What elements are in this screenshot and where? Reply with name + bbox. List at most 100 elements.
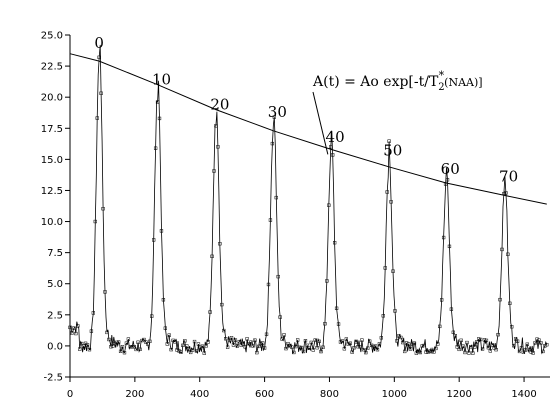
data-point xyxy=(354,340,358,344)
data-point xyxy=(371,344,376,349)
y-tick-label: 0.0 xyxy=(47,341,63,352)
data-point xyxy=(167,333,171,337)
x-tick-label: 1200 xyxy=(446,389,471,400)
data-point xyxy=(243,345,247,349)
data-point xyxy=(165,342,169,346)
data-point xyxy=(348,341,352,345)
data-point xyxy=(510,325,514,329)
data-point xyxy=(111,344,115,348)
data-point xyxy=(196,342,201,346)
data-point xyxy=(457,347,461,352)
y-tick-label: 5.0 xyxy=(47,279,63,290)
data-point xyxy=(190,348,195,352)
data-point xyxy=(498,297,502,302)
data-point xyxy=(313,338,317,342)
data-point xyxy=(445,178,450,182)
data-point xyxy=(87,347,92,352)
data-point xyxy=(249,340,253,344)
data-point xyxy=(266,282,271,287)
data-point xyxy=(224,337,228,341)
y-tick-label: 10.0 xyxy=(41,217,63,228)
x-tick-label: 0 xyxy=(67,389,73,400)
y-tick-label: 17.5 xyxy=(41,124,63,135)
data-point xyxy=(404,341,409,345)
data-point xyxy=(89,329,94,333)
data-point xyxy=(222,328,226,333)
data-point xyxy=(393,309,397,313)
x-tick-label: 1400 xyxy=(511,389,536,400)
y-ticks: -2.5 0.0 2.5 5.0 7.5 10.0 12.5 15.0 17.5 20.0 22.5… xyxy=(41,31,70,384)
data-point xyxy=(235,344,240,348)
data-point xyxy=(225,345,230,349)
data-point xyxy=(179,350,183,354)
peak-label: 10 xyxy=(152,71,171,89)
data-point xyxy=(428,349,432,353)
data-point xyxy=(426,350,430,354)
data-point xyxy=(270,141,275,146)
x-tick-label: 800 xyxy=(320,389,339,400)
data-point xyxy=(443,182,448,186)
data-point xyxy=(173,340,177,344)
data-point xyxy=(490,343,494,347)
data-point xyxy=(175,348,179,352)
data-point xyxy=(183,339,187,343)
data-point xyxy=(492,346,496,350)
data-point xyxy=(231,343,236,347)
data-point xyxy=(105,330,109,335)
data-point xyxy=(440,298,444,302)
data-point xyxy=(517,349,522,354)
data-point xyxy=(476,337,481,341)
y-tick-label: 25.0 xyxy=(41,31,63,42)
data-point xyxy=(103,290,107,294)
data-point xyxy=(144,340,148,344)
peak-label: 30 xyxy=(268,103,287,121)
peak-label: 50 xyxy=(383,142,402,160)
data-point xyxy=(513,337,518,341)
data-point xyxy=(130,345,134,349)
data-point xyxy=(126,337,131,341)
y-tick-label: 22.5 xyxy=(41,62,63,73)
data-point xyxy=(296,338,300,342)
data-point xyxy=(321,345,325,349)
data-point xyxy=(91,311,96,315)
data-point xyxy=(290,345,294,349)
data-point xyxy=(299,345,304,350)
x-tick-label: 200 xyxy=(125,389,144,400)
y-tick-label: 2.5 xyxy=(47,310,63,321)
decay-equation-label: A(t) = Ao exp[-t/T2*(NAA)] xyxy=(312,69,483,93)
signal-series-points xyxy=(68,55,549,355)
data-point xyxy=(455,345,459,349)
data-point xyxy=(202,351,206,355)
data-point xyxy=(342,347,347,351)
data-point xyxy=(276,274,280,279)
data-point xyxy=(200,344,204,348)
data-point xyxy=(377,342,382,346)
data-point xyxy=(319,349,323,354)
data-point xyxy=(441,235,446,240)
data-point xyxy=(227,338,232,343)
data-point xyxy=(284,346,288,351)
data-point xyxy=(504,191,508,195)
data-point xyxy=(157,116,162,121)
data-point xyxy=(274,195,278,200)
data-point xyxy=(463,350,467,355)
data-point xyxy=(535,337,539,341)
data-point xyxy=(527,347,531,352)
data-point xyxy=(68,325,72,330)
data-point xyxy=(432,350,436,354)
data-point xyxy=(212,169,216,173)
decay-fit-curve xyxy=(69,53,547,205)
data-point xyxy=(436,342,440,346)
data-point xyxy=(403,349,407,354)
data-point xyxy=(366,346,370,350)
data-point xyxy=(81,344,86,348)
data-point xyxy=(132,344,136,349)
data-point xyxy=(338,340,343,344)
data-point xyxy=(268,218,273,222)
data-point xyxy=(480,347,485,351)
data-point xyxy=(482,338,487,342)
peak-label: 20 xyxy=(210,96,229,114)
x-ticks: 0 200 400 600 800 1000 1200 1400 xyxy=(67,377,537,400)
data-point xyxy=(539,341,543,345)
data-point xyxy=(150,314,154,318)
